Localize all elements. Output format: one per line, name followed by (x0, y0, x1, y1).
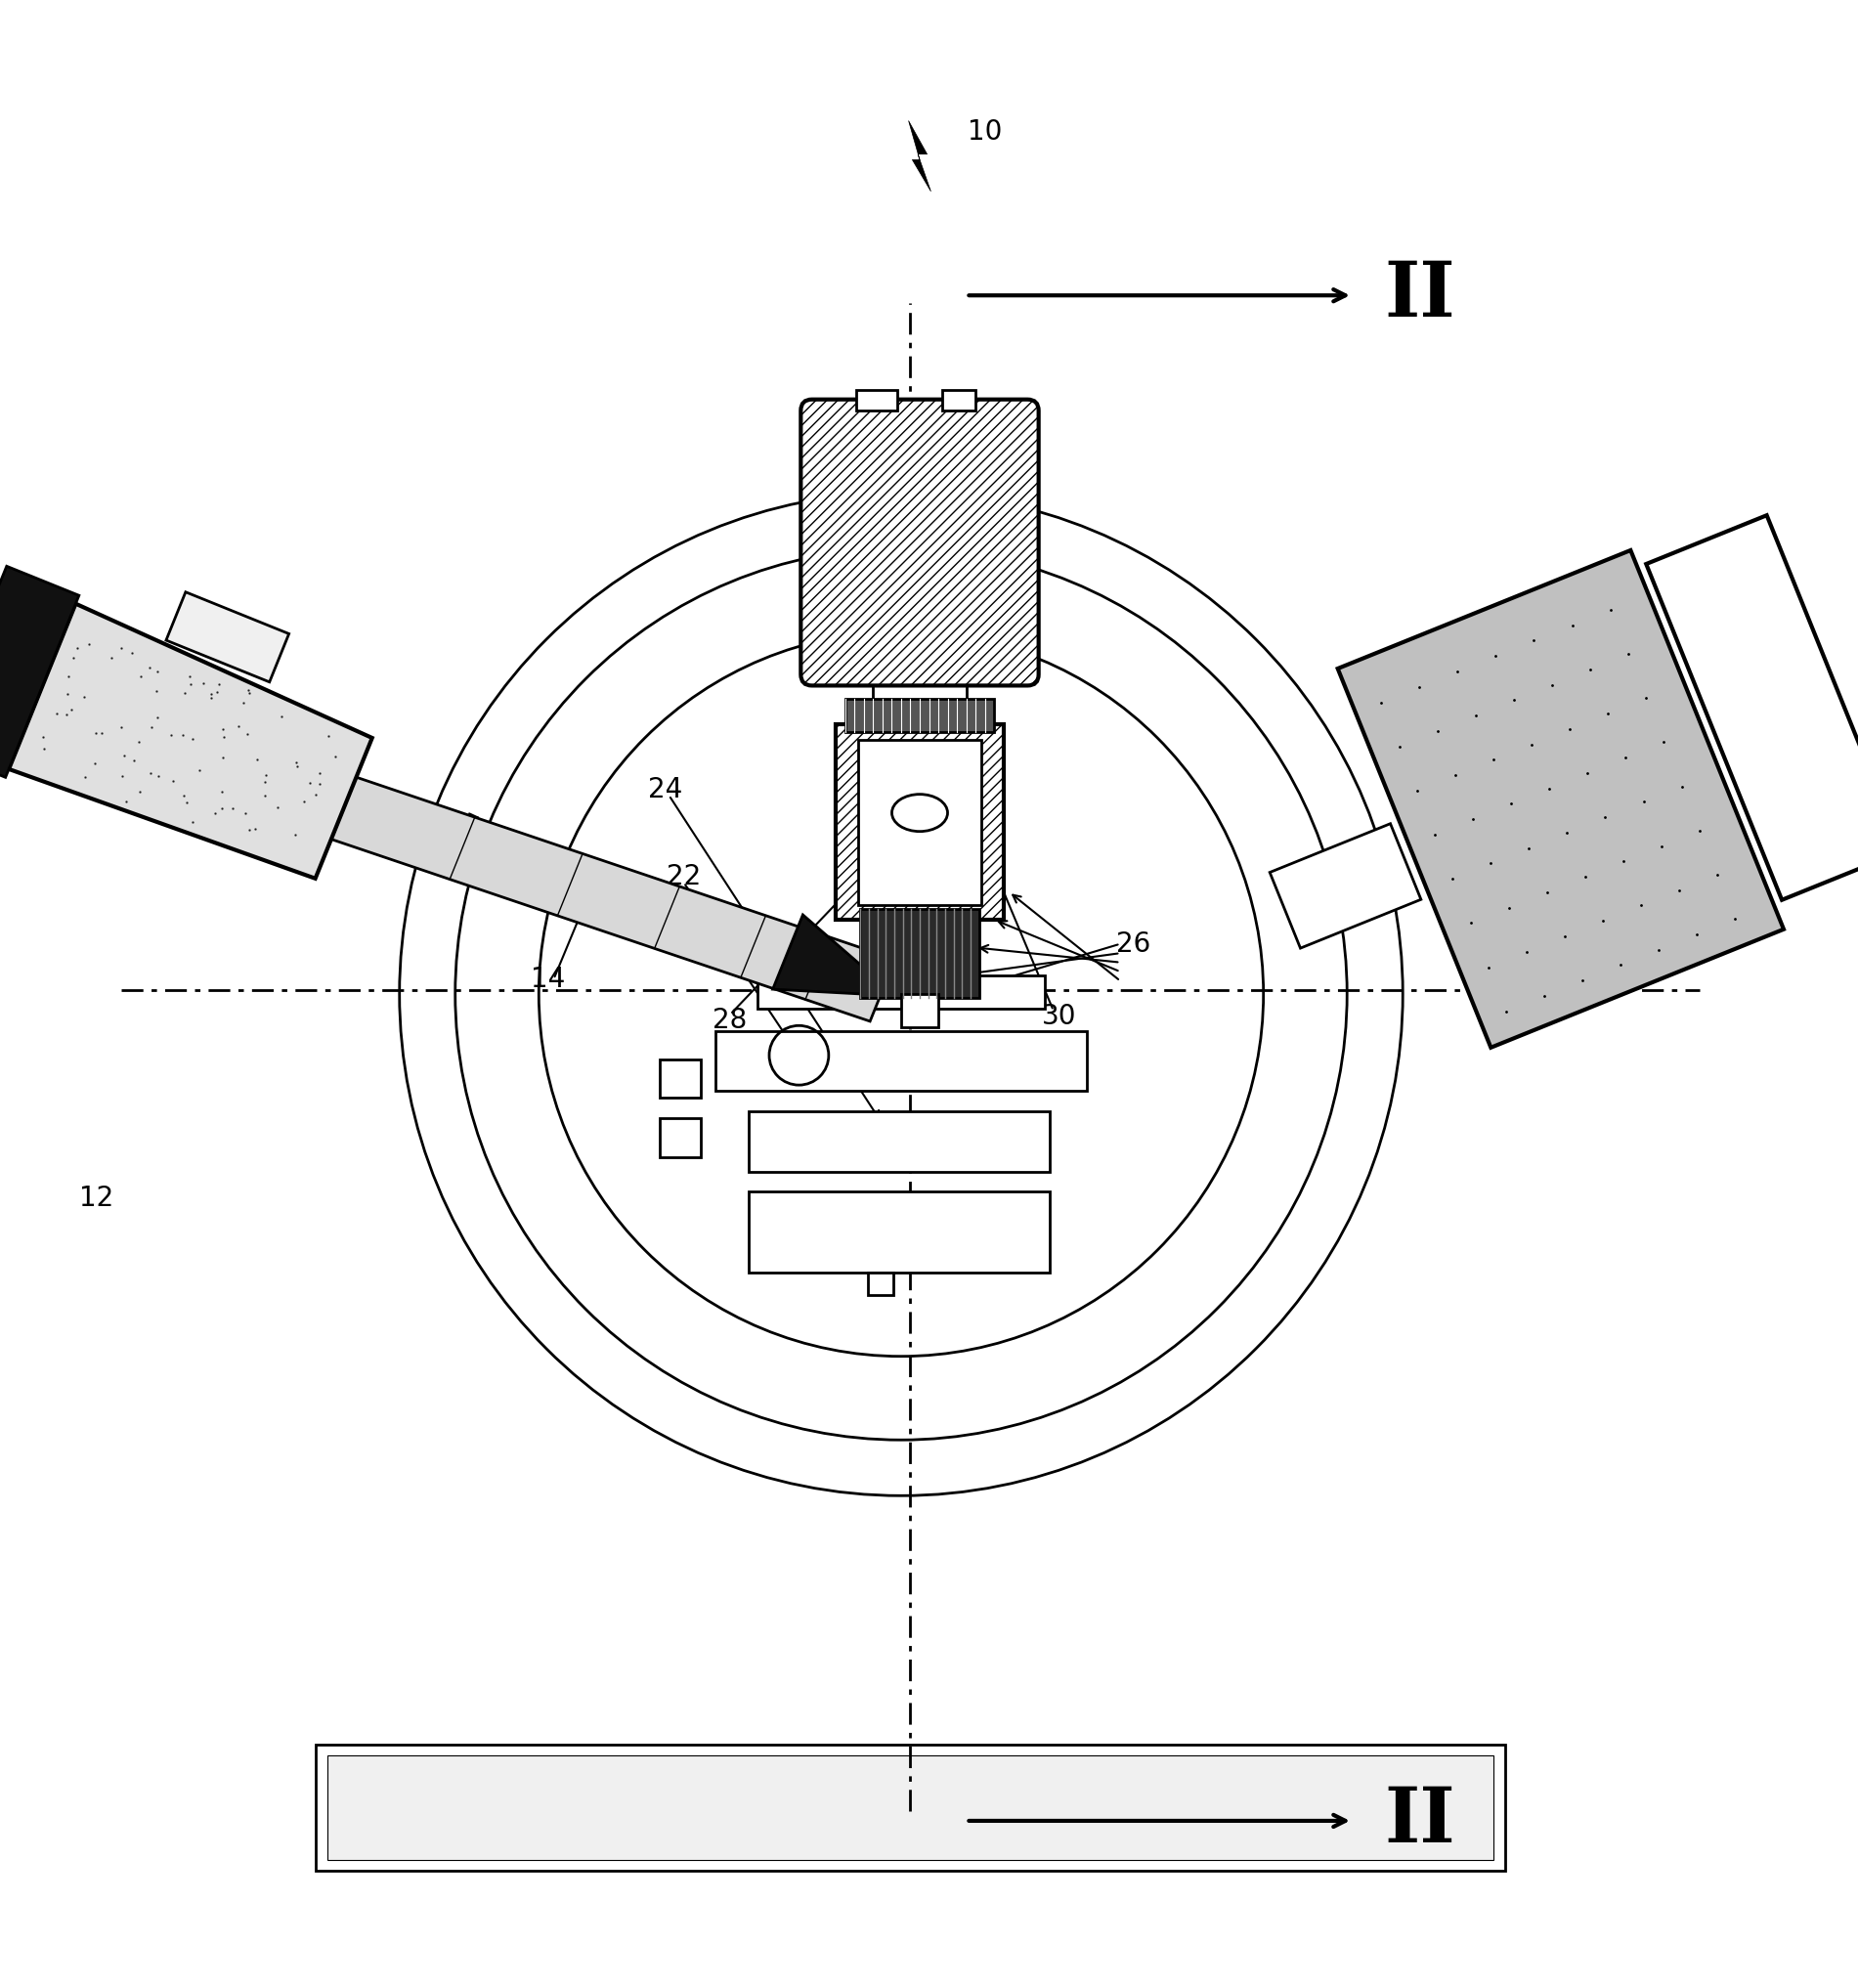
Bar (756, 976, 1044, 1008)
Text: 24: 24 (648, 775, 682, 803)
Text: 12: 12 (80, 1185, 113, 1213)
Bar (873, 674, 966, 728)
Bar (845, 698, 994, 732)
Bar (942, 390, 975, 412)
Bar (715, 1032, 1087, 1091)
Bar (901, 994, 938, 1028)
Polygon shape (9, 604, 372, 879)
Text: 20: 20 (271, 803, 305, 831)
Polygon shape (1338, 551, 1784, 1048)
Bar (858, 740, 981, 905)
Text: 10: 10 (968, 117, 1001, 145)
Text: 22: 22 (667, 863, 700, 891)
Polygon shape (1269, 823, 1421, 948)
Bar (660, 1119, 700, 1157)
Bar (836, 724, 1003, 920)
Polygon shape (909, 121, 931, 191)
Bar (749, 1191, 1050, 1272)
Text: 28: 28 (713, 1006, 747, 1034)
Polygon shape (1646, 515, 1858, 901)
Polygon shape (331, 777, 896, 1022)
Text: 14: 14 (531, 966, 565, 992)
Bar (316, 1745, 1505, 1871)
Bar (857, 390, 897, 412)
Text: 26: 26 (1117, 930, 1150, 958)
FancyBboxPatch shape (801, 400, 1039, 686)
Text: 16: 16 (1609, 702, 1642, 730)
Text: II: II (1384, 258, 1455, 332)
Ellipse shape (892, 795, 948, 831)
Bar (660, 1060, 700, 1097)
Bar (749, 1111, 1050, 1173)
Polygon shape (0, 567, 80, 777)
Text: 18: 18 (1693, 835, 1726, 863)
Text: 30: 30 (1042, 1002, 1076, 1030)
Bar (868, 1272, 894, 1294)
Polygon shape (773, 914, 896, 996)
Polygon shape (165, 592, 290, 682)
Bar (327, 1755, 1494, 1861)
Bar (860, 909, 979, 998)
Text: II: II (1384, 1783, 1455, 1859)
